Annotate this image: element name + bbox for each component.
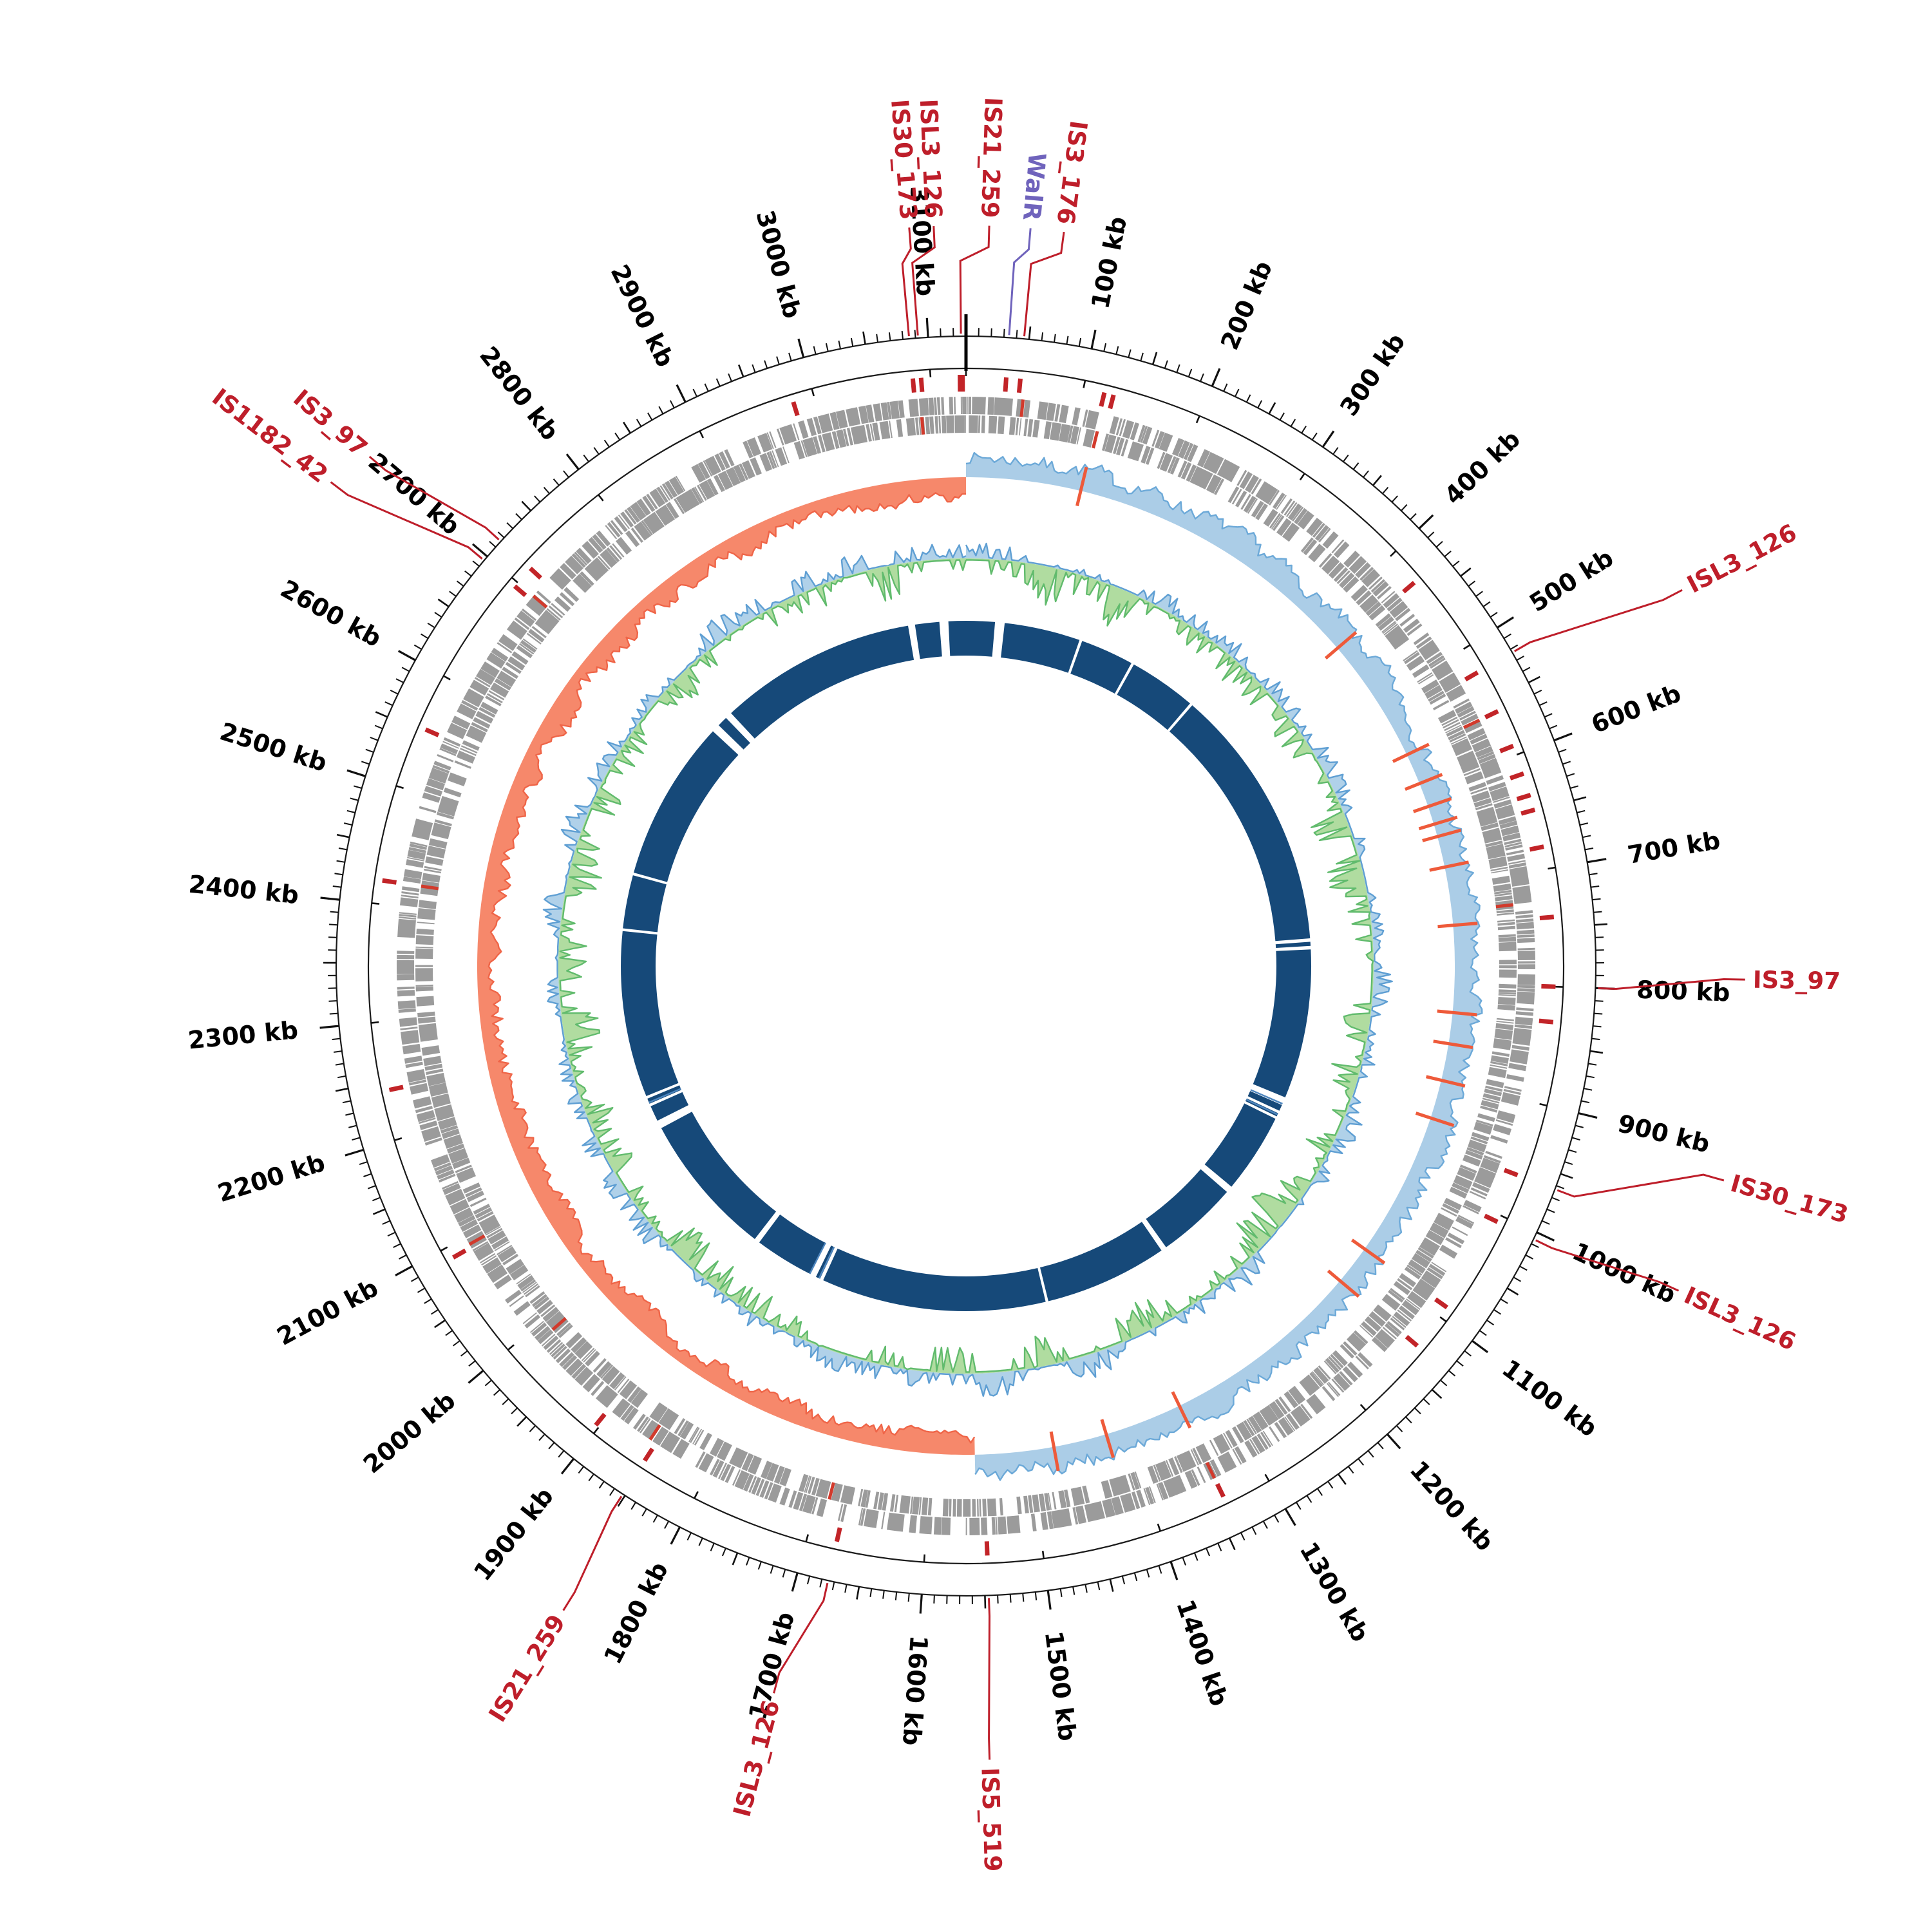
cds-rings: [396, 396, 1536, 1536]
scale-tick-label: 400 kb: [1439, 425, 1526, 510]
scale-tick-label: 2200 kb: [214, 1148, 328, 1208]
is-label: IS21_259: [484, 1610, 571, 1727]
is-label: ISL3_126: [914, 99, 947, 219]
scale-tick-label: 2400 kb: [187, 870, 300, 910]
is-label: ISL3_126: [1680, 1282, 1800, 1356]
scale-tick-label: 3000 kb: [751, 207, 807, 321]
scale-tick-label: 200 kb: [1215, 257, 1278, 354]
gc-skew-ring: [477, 451, 1483, 1481]
scale-tick-label: 1200 kb: [1405, 1455, 1499, 1557]
is-label-leader: [959, 225, 990, 334]
is-label: IS3_97: [1752, 966, 1841, 995]
is-label: IS3_176: [1051, 119, 1092, 226]
scale-tick-label: 1400 kb: [1171, 1596, 1233, 1709]
contig-ring: [621, 621, 1312, 1311]
scale-tick-label: 700 kb: [1625, 826, 1722, 869]
scale-tick-label: 2100 kb: [272, 1273, 383, 1350]
is-label-leader: [1557, 1173, 1725, 1198]
is-label: IS5_519: [976, 1767, 1007, 1872]
scale-tick-label: 300 kb: [1334, 328, 1410, 421]
scale-tick-label: 1000 kb: [1568, 1237, 1680, 1309]
scale-tick-label: 2900 kb: [605, 260, 680, 372]
is-label: WalR: [1018, 151, 1051, 222]
is-label: ISL3_126: [728, 1697, 785, 1819]
is-label-leader: [1023, 231, 1065, 337]
scale-tick-label: 100 kb: [1086, 214, 1132, 311]
scale-tick-label: 2600 kb: [276, 574, 386, 653]
scale-tick-label: 600 kb: [1587, 679, 1685, 739]
is-label-leader: [911, 226, 936, 336]
scale-ring: [335, 335, 1597, 1597]
gc-content-ring: [542, 542, 1393, 1397]
scale-tick-label: 500 kb: [1524, 544, 1618, 618]
scale-tick-label: 1800 kb: [598, 1557, 674, 1669]
is-label-leader: [901, 227, 912, 337]
scale-tick-label: 900 kb: [1615, 1109, 1712, 1159]
scale-tick-label: 2300 kb: [187, 1016, 299, 1054]
scale-tick-label: 2700 kb: [363, 448, 466, 541]
scale-tick-label: 1100 kb: [1497, 1354, 1602, 1442]
is-label-leader: [368, 455, 500, 541]
is-label: IS30_173: [1727, 1170, 1851, 1229]
scale-tick-label: 1600 kb: [897, 1634, 933, 1747]
is-marker-ring: [382, 374, 1556, 1556]
is-label-leader: [773, 1582, 829, 1694]
is-label-leader: [1008, 228, 1032, 336]
is-label-leader: [562, 1495, 623, 1611]
is-label-leader: [1513, 589, 1683, 652]
scale-tick-label: 1900 kb: [468, 1482, 559, 1586]
scale-tick-label: 2500 kb: [216, 717, 330, 777]
is-label-leader: [1535, 1239, 1680, 1292]
is-label-leader: [1598, 978, 1745, 990]
scale-tick-label: 2800 kb: [474, 341, 564, 446]
is-label-leader: [330, 481, 483, 560]
is-label: ISL3_126: [1683, 518, 1801, 598]
scale-ticks: [319, 317, 1615, 1614]
is-label-leader: [988, 1598, 991, 1760]
scale-tick-label: 1500 kb: [1039, 1629, 1082, 1743]
scale-tick-label: 2000 kb: [358, 1386, 461, 1479]
scale-tick-label: 1300 kb: [1294, 1537, 1375, 1647]
is-labels: IS30_173 ISL3_126 IS21_259 WalR IS3_176 ISL3_…: [207, 97, 1851, 1872]
is-label: IS21_259: [976, 97, 1007, 218]
